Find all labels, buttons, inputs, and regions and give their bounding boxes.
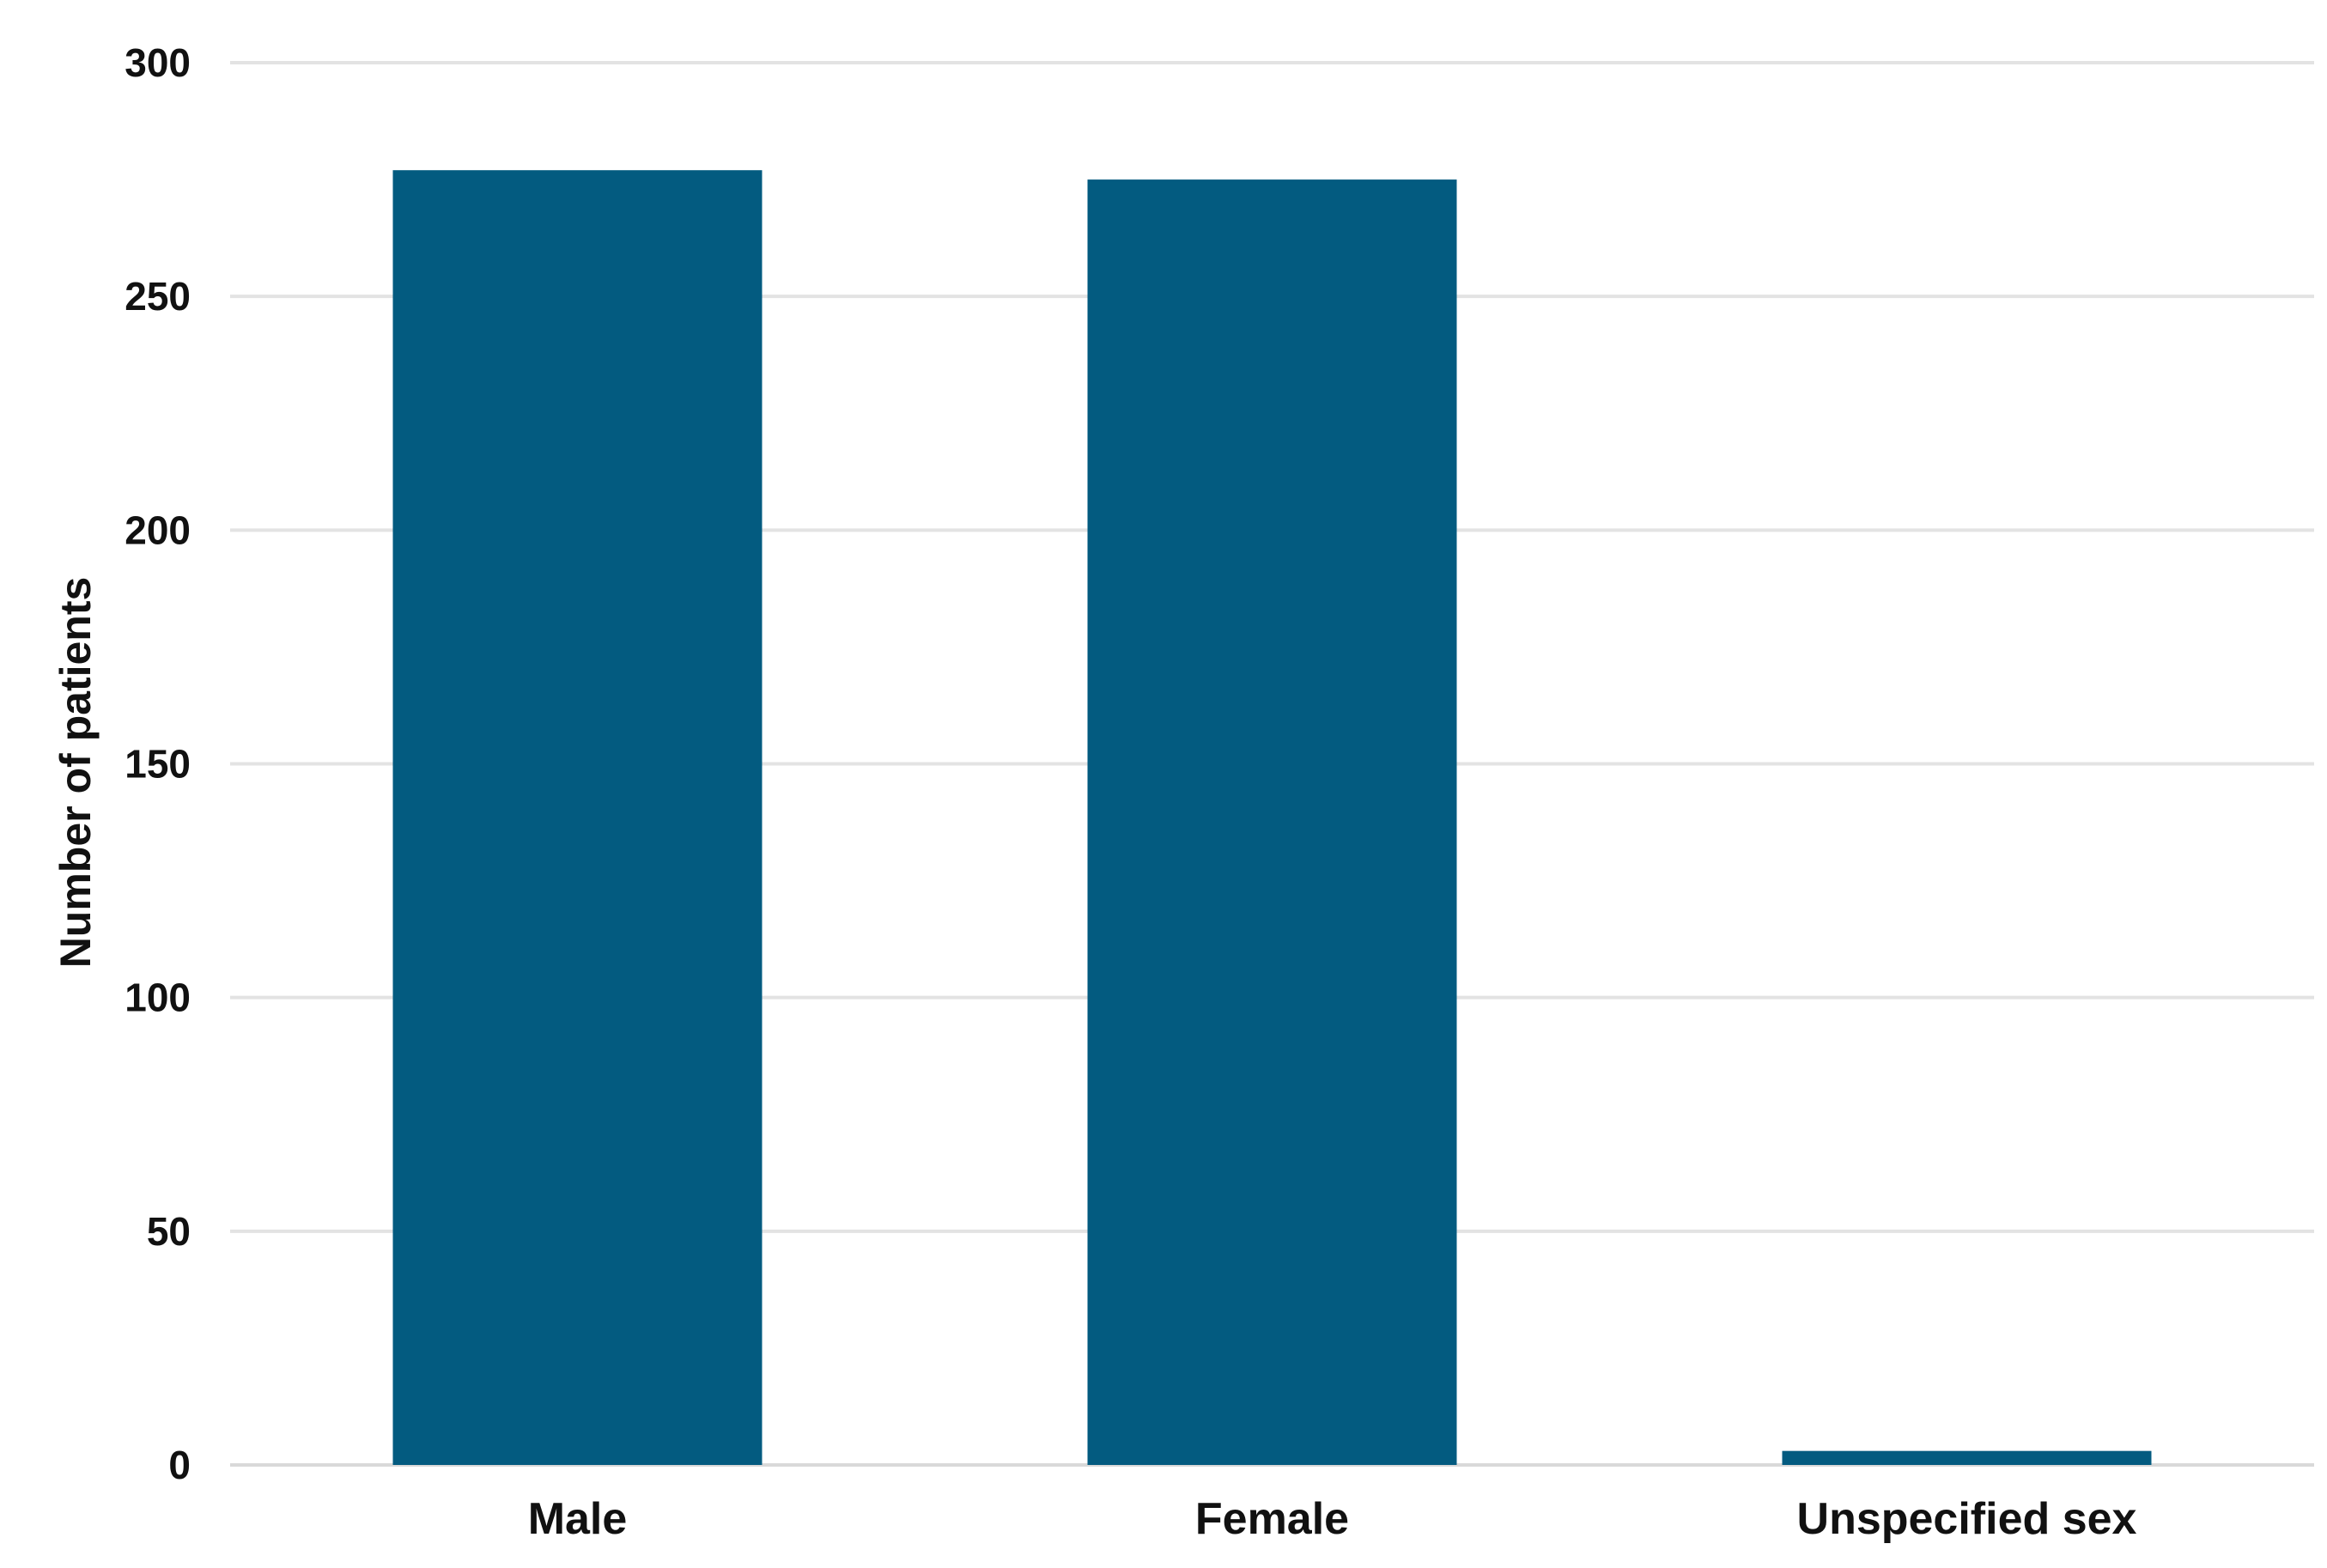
y-tick-label: 300 bbox=[125, 40, 191, 85]
y-tick-label: 100 bbox=[125, 975, 191, 1020]
bar-unspecified-sex bbox=[1782, 1450, 2152, 1465]
x-category-label: Unspecified sex bbox=[1797, 1494, 2137, 1544]
x-category-label: Male bbox=[528, 1494, 628, 1544]
y-tick-label: 50 bbox=[147, 1209, 191, 1254]
x-axis-categories: Male Female Unspecified sex bbox=[528, 1494, 2137, 1544]
y-tick-label: 150 bbox=[125, 742, 191, 787]
x-category-label: Female bbox=[1195, 1494, 1349, 1544]
bar-female bbox=[1087, 179, 1457, 1465]
bar-male bbox=[392, 170, 763, 1466]
y-tick-label: 0 bbox=[168, 1443, 191, 1487]
y-tick-label: 250 bbox=[125, 274, 191, 319]
bars bbox=[392, 170, 2152, 1466]
y-axis-ticks: 0 50 100 150 200 250 300 bbox=[125, 40, 191, 1487]
y-tick-label: 200 bbox=[125, 507, 191, 552]
y-axis-title: Number of patients bbox=[52, 577, 100, 969]
